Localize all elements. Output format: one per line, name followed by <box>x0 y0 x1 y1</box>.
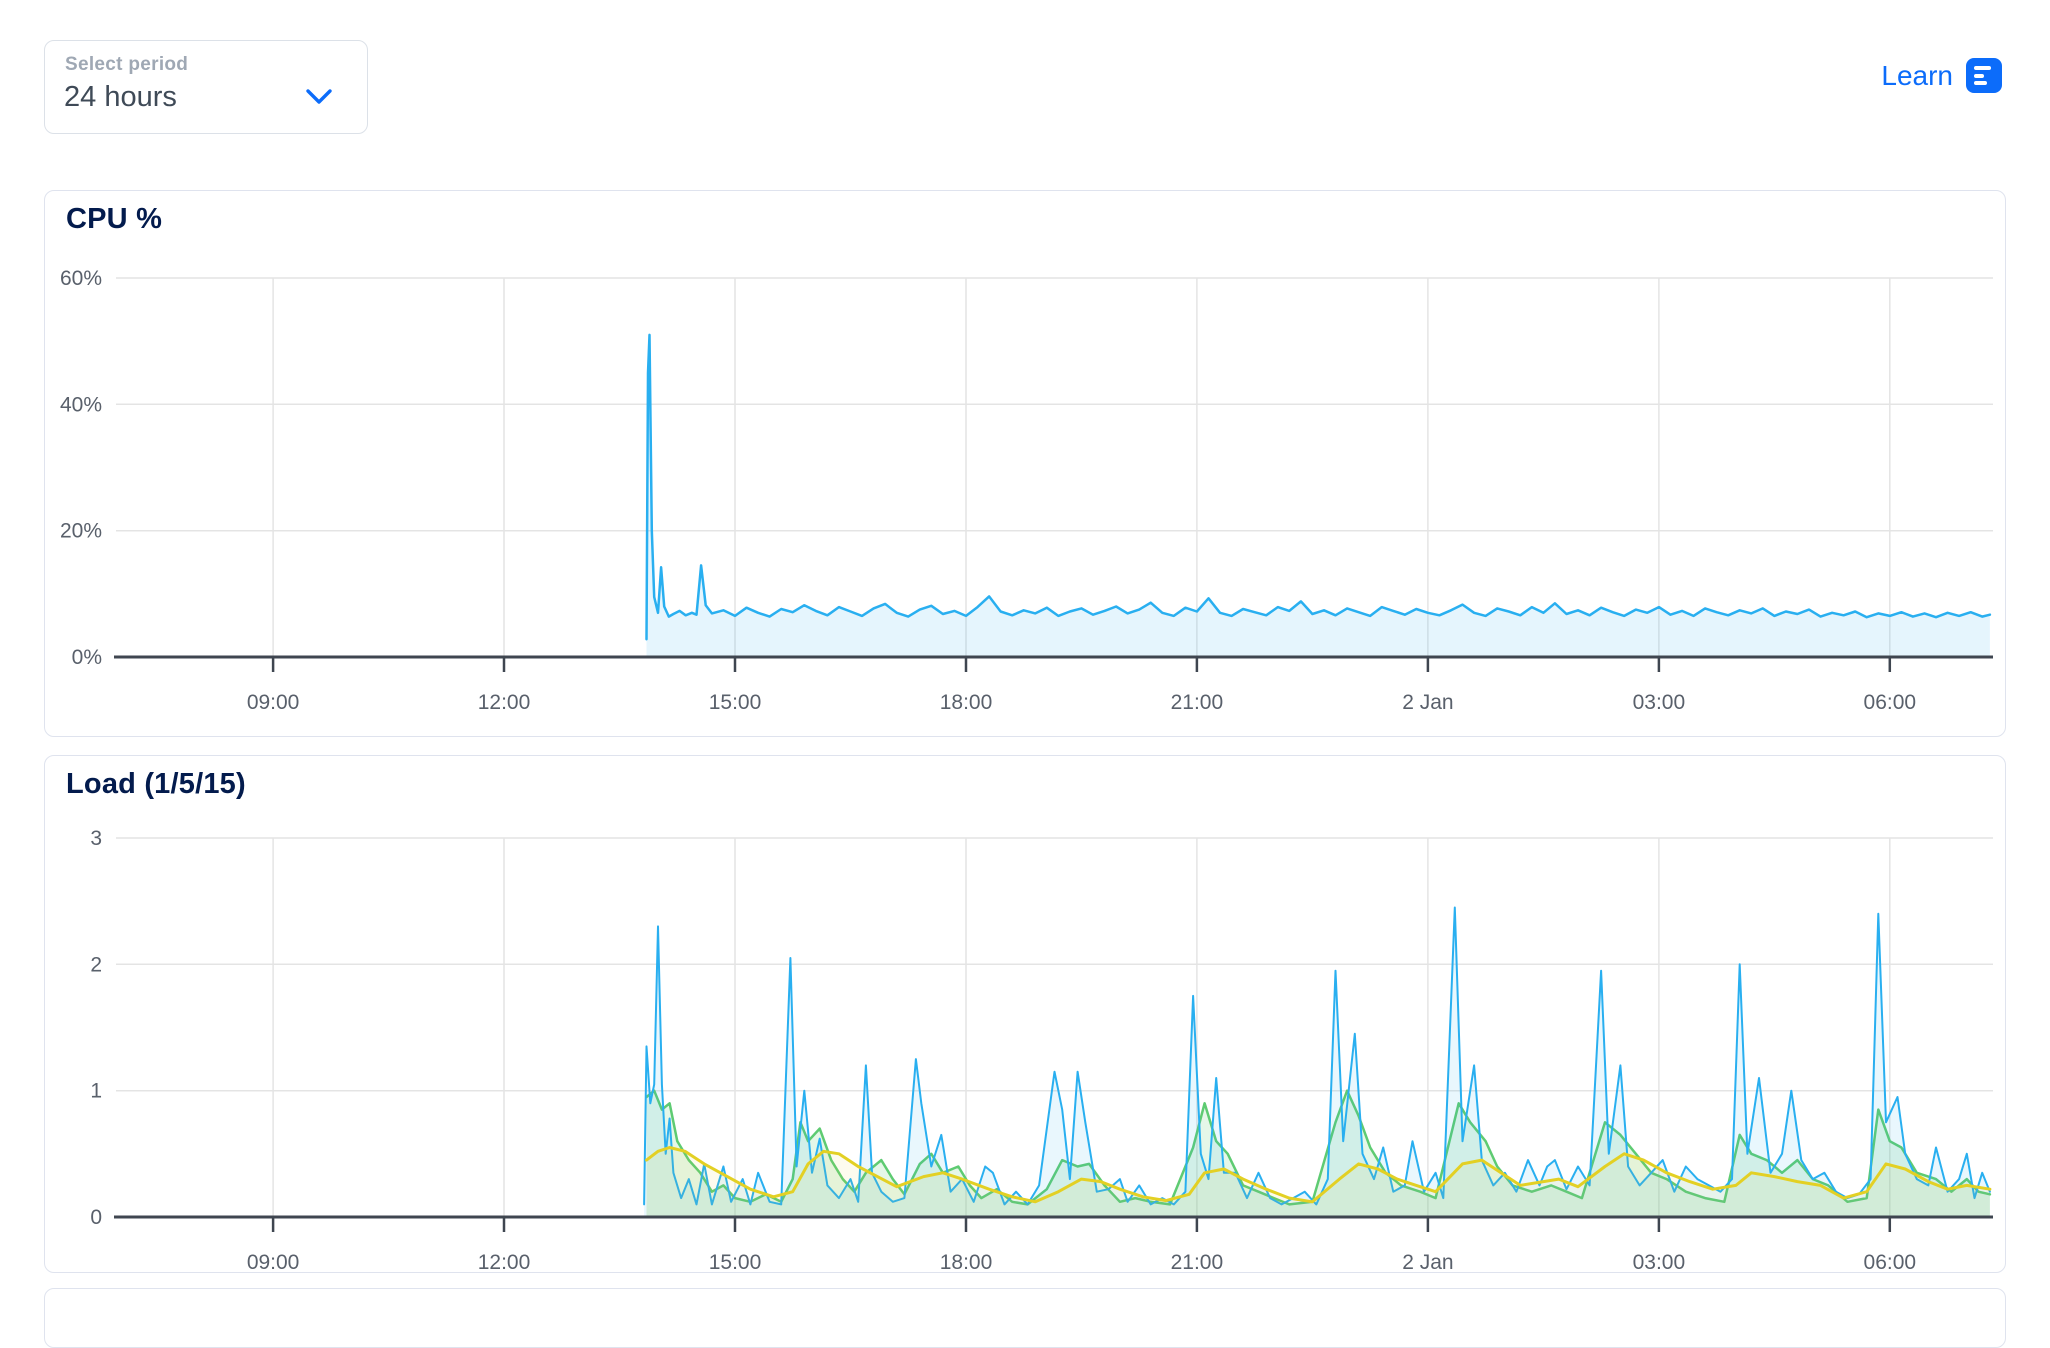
x-axis-tick-label: 06:00 <box>1864 691 1917 714</box>
x-axis-tick-label: 09:00 <box>247 691 300 714</box>
x-axis-tick-label: 15:00 <box>709 691 762 714</box>
load-5min-area <box>646 1090 1990 1217</box>
y-axis-tick-label: 3 <box>90 827 102 850</box>
cpu-percent-area <box>646 334 1990 657</box>
learn-doc-icon[interactable] <box>1966 58 2002 93</box>
y-axis-tick-label: 0 <box>90 1206 102 1229</box>
period-select-value: 24 hours <box>64 81 177 113</box>
x-axis-tick-label: 2 Jan <box>1402 691 1453 714</box>
x-axis-tick-label: 12:00 <box>478 1251 531 1274</box>
cpu-chart: 0% 20% 40% 60% 09:00 12:00 15:00 18:00 21:00 2 Ja… <box>60 267 1993 714</box>
x-axis-tick-label: 21:00 <box>1171 691 1224 714</box>
x-axis-tick-label: 18:00 <box>940 691 993 714</box>
x-axis-tick-label: 2 Jan <box>1402 1251 1453 1274</box>
monitoring-page: { "header": { "period_select": { "label"… <box>44 40 2006 1348</box>
learn-link[interactable]: Learn <box>1881 58 2002 93</box>
x-axis-tick-label: 03:00 <box>1633 1251 1686 1274</box>
y-axis-tick-label: 1 <box>90 1080 102 1103</box>
y-axis-tick-label: 20% <box>60 520 102 543</box>
x-axis-tick-label: 03:00 <box>1633 691 1686 714</box>
y-axis-tick-label: 60% <box>60 267 102 290</box>
x-axis-tick-label: 18:00 <box>940 1251 993 1274</box>
cpu-chart-title: CPU % <box>66 203 163 235</box>
period-select-label: Select period <box>65 54 189 75</box>
load-chart-card: Load (1/5/15) 0 1 2 3 09:00 12:00 15:00 18:00 21… <box>44 755 2006 1274</box>
x-axis-tick-label: 06:00 <box>1864 1251 1917 1274</box>
learn-link-label: Learn <box>1881 59 1953 91</box>
x-axis-tick-label: 21:00 <box>1171 1251 1224 1274</box>
chevron-down-icon[interactable] <box>305 88 333 106</box>
x-axis-tick-label: 12:00 <box>478 691 531 714</box>
load-chart-title: Load (1/5/15) <box>66 768 246 800</box>
y-axis-tick-label: 0% <box>72 646 102 669</box>
cpu-percent-line <box>645 333 1992 641</box>
load-chart: 0 1 2 3 09:00 12:00 15:00 18:00 21:00 2 Jan 03:00 0… <box>90 827 1993 1274</box>
load-15min-area <box>646 1147 1990 1217</box>
y-axis-tick-label: 40% <box>60 393 102 416</box>
period-select-dropdown[interactable]: Select period 24 hours <box>44 40 368 134</box>
load-15min-line <box>645 1146 1992 1204</box>
x-axis-tick-label: 09:00 <box>247 1251 300 1274</box>
next-chart-card <box>44 1288 2006 1348</box>
load-1min-line <box>643 906 1991 1206</box>
y-axis-tick-label: 2 <box>90 953 102 976</box>
x-axis-tick-label: 15:00 <box>709 1251 762 1274</box>
cpu-chart-card: CPU % 0% 20% 40% 60% 09:00 12:00 15:00 18:00 21:… <box>44 190 2006 737</box>
